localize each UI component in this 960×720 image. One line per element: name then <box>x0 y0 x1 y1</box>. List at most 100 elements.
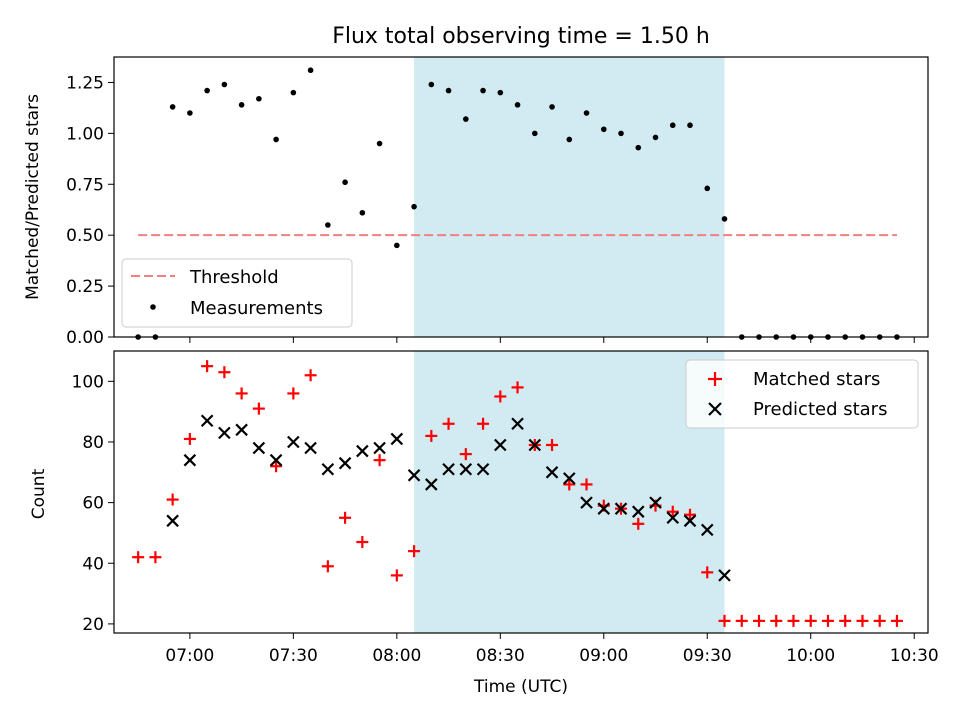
measurement-point <box>669 122 676 129</box>
measurement-point <box>721 216 728 222</box>
measurement-point <box>497 89 504 96</box>
matched-star-point <box>839 614 852 627</box>
predicted-marker-b <box>373 441 386 455</box>
matched-star-point <box>235 387 248 400</box>
predicted-star-point <box>476 462 490 476</box>
predicted-marker-b <box>476 462 490 476</box>
x-tick-label: 09:00 <box>579 646 628 666</box>
matched-star-point <box>321 560 334 573</box>
top-y-ticks: 0.00 0.25 0.50 0.75 1.00 1.25 <box>66 73 114 348</box>
predicted-star-point <box>407 469 421 482</box>
predicted-marker-b <box>442 462 455 476</box>
predicted-star-point <box>235 423 248 437</box>
measurement-point <box>463 116 469 122</box>
predicted-marker-b <box>269 453 283 467</box>
bottom-legend: Matched stars Predicted stars <box>685 359 919 429</box>
top-x-ticks <box>189 337 915 343</box>
predicted-marker-b <box>718 569 731 582</box>
predicted-stars-points <box>166 414 731 582</box>
measurement-point <box>221 81 228 88</box>
measurement-point <box>290 89 297 96</box>
x-tick-label: 10:00 <box>786 646 835 666</box>
predicted-star-point <box>425 478 438 491</box>
matched-star-point <box>166 493 179 506</box>
matched-star-point <box>856 614 869 627</box>
top-y-tick-label: 1.25 <box>66 73 104 93</box>
predicted-marker-b <box>304 441 317 455</box>
matched-star-point <box>821 614 834 627</box>
matched-star-point <box>201 360 214 373</box>
measurement-point <box>566 136 573 143</box>
matched-star-point <box>287 387 300 400</box>
x-tick-label: 07:00 <box>165 646 214 666</box>
chart-title: Flux total observing time = 1.50 h <box>332 24 710 49</box>
bottom-y-tick-label: 80 <box>82 433 104 453</box>
top-y-tick-label: 0.00 <box>66 328 104 348</box>
top-shaded-span <box>414 57 725 337</box>
predicted-marker-b <box>287 435 300 449</box>
matched-star-point <box>304 369 317 382</box>
predicted-marker-b <box>494 438 507 452</box>
bottom-y-tick-label: 100 <box>72 372 104 392</box>
measurement-point <box>514 102 521 108</box>
matched-star-point <box>477 417 490 430</box>
predicted-marker-b <box>683 514 697 528</box>
matched-star-point <box>390 569 403 582</box>
predicted-star-point <box>718 569 731 582</box>
matched-star-point <box>373 454 386 467</box>
measurement-point <box>325 222 331 228</box>
matched-star-point <box>890 614 903 627</box>
matched-star-point <box>408 545 421 558</box>
predicted-star-point <box>494 438 507 452</box>
matched-star-point <box>356 536 369 549</box>
measurement-point <box>583 110 590 116</box>
predicted-star-point <box>563 472 576 485</box>
x-tick-label: 08:30 <box>476 646 525 666</box>
predicted-marker-b <box>649 496 662 509</box>
matched-star-point <box>770 614 783 627</box>
predicted-marker-b <box>356 444 369 458</box>
measurement-point <box>238 102 245 108</box>
measurement-point <box>394 242 400 249</box>
matched-star-point <box>132 551 145 564</box>
measurement-point <box>635 144 642 151</box>
predicted-star-point <box>683 514 697 528</box>
matched-stars-points <box>132 360 903 627</box>
matched-star-point <box>684 508 697 521</box>
measurement-point <box>307 67 314 74</box>
bottom-y-ticks: 20 40 60 80 100 <box>72 372 114 635</box>
predicted-star-point <box>338 456 352 470</box>
bottom-shaded-span <box>414 351 725 633</box>
measurement-point <box>256 95 262 102</box>
measurement-point <box>531 130 538 137</box>
predicted-star-point <box>511 417 524 431</box>
matched-star-point <box>425 429 438 442</box>
top-legend-box <box>121 258 353 328</box>
matched-star-point <box>459 448 472 461</box>
bottom-x-ticks: 07:00 07:30 08:00 08:30 09:00 09:30 10:00 10:30 <box>165 633 939 666</box>
predicted-marker-b <box>459 462 473 476</box>
measurement-point <box>169 104 176 110</box>
predicted-marker-b <box>252 441 266 455</box>
top-legend: Threshold Measurements <box>121 258 353 328</box>
matched-star-point <box>752 614 765 627</box>
predicted-marker-b <box>666 511 680 525</box>
predicted-marker-b <box>700 523 714 537</box>
matched-star-point <box>666 505 679 518</box>
predicted-star-point <box>166 514 179 528</box>
matched-star-point <box>252 402 265 415</box>
predicted-marker-b <box>597 502 611 515</box>
bottom-legend-box <box>685 359 919 429</box>
predicted-marker-b <box>425 478 438 491</box>
top-y-tick-label: 0.50 <box>66 226 104 246</box>
measurement-point <box>480 87 486 94</box>
matched-star-point <box>873 614 886 627</box>
predicted-marker-b <box>545 466 559 479</box>
matched-star-point <box>563 478 576 491</box>
predicted-marker-b <box>235 423 248 437</box>
top-plot-frame <box>113 56 929 338</box>
measurement-point <box>376 140 383 147</box>
predicted-marker-b <box>511 417 524 431</box>
predicted-marker-b <box>631 505 645 518</box>
